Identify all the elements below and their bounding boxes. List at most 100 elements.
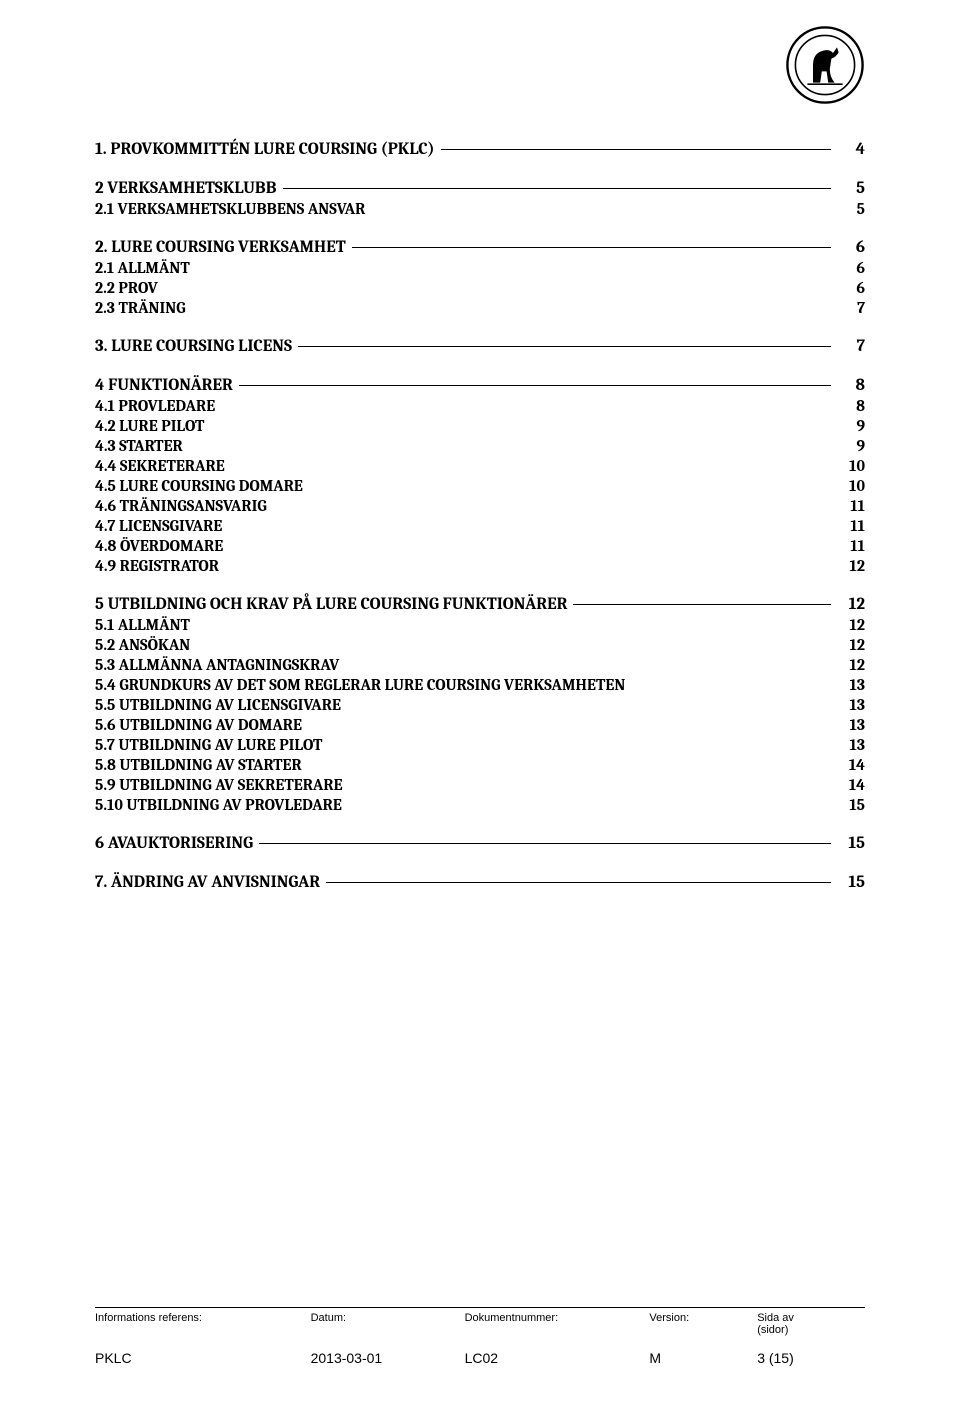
toc-entry-title: 5.9 UTBILDNING AV SEKRETERARE bbox=[95, 776, 349, 794]
toc-entry-page: 12 bbox=[837, 636, 865, 654]
toc-entry-title: 4.6 TRÄNINGSANSVARIG bbox=[95, 497, 273, 515]
toc-entry-title: 4.4 SEKRETERARE bbox=[95, 457, 231, 475]
toc-entry-page: 10 bbox=[837, 457, 865, 475]
footer-value-page: 3 (15) bbox=[757, 1350, 865, 1366]
toc-entry: 3. LURE COURSING LICENS 7 bbox=[95, 337, 865, 356]
page-footer: Informations referens: Datum: Dokumentnu… bbox=[95, 1307, 865, 1366]
footer-value-version: M bbox=[649, 1350, 757, 1366]
toc-entry-page: 12 bbox=[837, 595, 865, 614]
toc-entry-title: 5.4 GRUNDKURS AV DET SOM REGLERAR LURE C… bbox=[95, 676, 631, 694]
footer-value-ref: PKLC bbox=[95, 1350, 311, 1366]
toc-entry-page: 7 bbox=[837, 299, 865, 317]
toc-entry-title: 4.1 PROVLEDARE bbox=[95, 397, 221, 415]
toc-entry-page: 9 bbox=[837, 417, 865, 435]
toc-entry-title: 4.8 ÖVERDOMARE bbox=[95, 537, 229, 555]
toc-entry: 2 VERKSAMHETSKLUBB 5 bbox=[95, 179, 865, 198]
toc-entry-title: 2.1 VERKSAMHETSKLUBBENS ANSVAR bbox=[95, 200, 371, 218]
toc-entry-page: 14 bbox=[837, 756, 865, 774]
toc-entry: 5.1 ALLMÄNT 12 bbox=[95, 616, 865, 634]
toc-entry-title: 2.3 TRÄNING bbox=[95, 299, 192, 317]
footer-label-page-b: (sidor) bbox=[757, 1324, 865, 1336]
toc-tab-leader bbox=[326, 882, 831, 883]
toc-entry: 5.9 UTBILDNING AV SEKRETERARE 14 bbox=[95, 776, 865, 794]
toc-entry-page: 12 bbox=[837, 616, 865, 634]
toc-entry-page: 8 bbox=[837, 376, 865, 395]
footer-label-ref: Informations referens: bbox=[95, 1312, 311, 1336]
toc-entry-title: 2 VERKSAMHETSKLUBB bbox=[95, 179, 283, 198]
club-logo-icon bbox=[785, 25, 865, 105]
toc-entry-title: 5.8 UTBILDNING AV STARTER bbox=[95, 756, 308, 774]
toc-entry-page: 6 bbox=[837, 259, 865, 277]
toc-entry: 2.2 PROV6 bbox=[95, 279, 865, 297]
toc-entry-title: 4.5 LURE COURSING DOMARE bbox=[95, 477, 309, 495]
toc-entry-title: 6 AVAUKTORISERING bbox=[95, 834, 259, 853]
toc-tab-leader bbox=[441, 149, 831, 150]
toc-entry-title: 5 UTBILDNING OCH KRAV PÅ LURE COURSING F… bbox=[95, 595, 573, 614]
toc-entry: 5.4 GRUNDKURS AV DET SOM REGLERAR LURE C… bbox=[95, 676, 865, 694]
toc-entry-page: 12 bbox=[837, 557, 865, 575]
toc-entry-page: 12 bbox=[837, 656, 865, 674]
toc-entry-title: 4 FUNKTIONÄRER bbox=[95, 376, 239, 395]
footer-label-docnum: Dokumentnummer: bbox=[465, 1312, 650, 1336]
toc-entry-title: 2. LURE COURSING VERKSAMHET bbox=[95, 238, 352, 257]
toc-entry: 5.3 ALLMÄNNA ANTAGNINGSKRAV 12 bbox=[95, 656, 865, 674]
toc-entry-title: 5.7 UTBILDNING AV LURE PILOT bbox=[95, 736, 328, 754]
toc-entry-page: 11 bbox=[837, 517, 865, 535]
toc-entry: 6 AVAUKTORISERING 15 bbox=[95, 834, 865, 853]
toc-entry-title: 3. LURE COURSING LICENS bbox=[95, 337, 298, 356]
document-page: 1. PROVKOMMITTÉN LURE COURSING (PKLC)4 2 … bbox=[0, 0, 960, 1406]
toc-entry: 2.3 TRÄNING 7 bbox=[95, 299, 865, 317]
toc-entry-page: 13 bbox=[837, 716, 865, 734]
toc-entry: 4 FUNKTIONÄRER 8 bbox=[95, 376, 865, 395]
toc-entry-page: 13 bbox=[837, 696, 865, 714]
toc-entry-page: 14 bbox=[837, 776, 865, 794]
toc-entry: 2. LURE COURSING VERKSAMHET 6 bbox=[95, 238, 865, 257]
toc-entry-title: 5.6 UTBILDNING AV DOMARE bbox=[95, 716, 308, 734]
toc-entry-page: 8 bbox=[837, 397, 865, 415]
toc-entry: 4.7 LICENSGIVARE 11 bbox=[95, 517, 865, 535]
toc-tab-leader bbox=[283, 188, 832, 189]
footer-label-page: Sida av (sidor) bbox=[757, 1312, 865, 1336]
toc-entry: 4.2 LURE PILOT9 bbox=[95, 417, 865, 435]
footer-label-date: Datum: bbox=[311, 1312, 465, 1336]
toc-entry-title: 4.7 LICENSGIVARE bbox=[95, 517, 228, 535]
toc-entry: 5.2 ANSÖKAN 12 bbox=[95, 636, 865, 654]
toc-tab-leader bbox=[352, 247, 831, 248]
toc-entry-page: 6 bbox=[837, 238, 865, 257]
toc-tab-leader bbox=[239, 385, 831, 386]
toc-entry-page: 5 bbox=[837, 200, 865, 218]
toc-entry-page: 5 bbox=[837, 179, 865, 198]
toc-entry: 5.6 UTBILDNING AV DOMARE 13 bbox=[95, 716, 865, 734]
toc-entry-title: 5.1 ALLMÄNT bbox=[95, 616, 196, 634]
toc-entry: 5.7 UTBILDNING AV LURE PILOT 13 bbox=[95, 736, 865, 754]
toc-entry: 5 UTBILDNING OCH KRAV PÅ LURE COURSING F… bbox=[95, 595, 865, 614]
toc-entry: 7. ÄNDRING AV ANVISNINGAR 15 bbox=[95, 873, 865, 892]
toc-entry-title: 4.9 REGISTRATOR bbox=[95, 557, 225, 575]
toc-tab-leader bbox=[573, 604, 831, 605]
toc-entry-page: 13 bbox=[837, 736, 865, 754]
toc-entry: 1. PROVKOMMITTÉN LURE COURSING (PKLC)4 bbox=[95, 140, 865, 159]
toc-entry-title: 5.3 ALLMÄNNA ANTAGNINGSKRAV bbox=[95, 656, 345, 674]
toc-entry-title: 5.2 ANSÖKAN bbox=[95, 636, 196, 654]
toc-entry: 4.8 ÖVERDOMARE11 bbox=[95, 537, 865, 555]
toc-entry-page: 7 bbox=[837, 337, 865, 356]
toc-tab-leader bbox=[298, 346, 831, 347]
toc-entry-title: 5.5 UTBILDNING AV LICENSGIVARE bbox=[95, 696, 347, 714]
footer-labels-row: Informations referens: Datum: Dokumentnu… bbox=[95, 1312, 865, 1336]
toc-entry-page: 13 bbox=[837, 676, 865, 694]
toc-entry-page: 4 bbox=[837, 140, 865, 159]
toc-entry: 5.10 UTBILDNING AV PROVLEDARE15 bbox=[95, 796, 865, 814]
toc-entry-title: 7. ÄNDRING AV ANVISNINGAR bbox=[95, 873, 326, 892]
toc-entry-page: 10 bbox=[837, 477, 865, 495]
toc-entry-page: 15 bbox=[837, 834, 865, 853]
toc-entry: 4.1 PROVLEDARE 8 bbox=[95, 397, 865, 415]
toc-entry-page: 15 bbox=[837, 873, 865, 892]
toc-entry-page: 11 bbox=[837, 497, 865, 515]
toc-entry: 2.1 ALLMÄNT6 bbox=[95, 259, 865, 277]
toc-entry: 4.5 LURE COURSING DOMARE 10 bbox=[95, 477, 865, 495]
toc-entry-title: 5.10 UTBILDNING AV PROVLEDARE bbox=[95, 796, 348, 814]
footer-label-page-a: Sida av bbox=[757, 1312, 794, 1324]
toc-entry: 4.4 SEKRETERARE 10 bbox=[95, 457, 865, 475]
toc-entry: 5.5 UTBILDNING AV LICENSGIVARE 13 bbox=[95, 696, 865, 714]
toc-entry: 4.9 REGISTRATOR 12 bbox=[95, 557, 865, 575]
